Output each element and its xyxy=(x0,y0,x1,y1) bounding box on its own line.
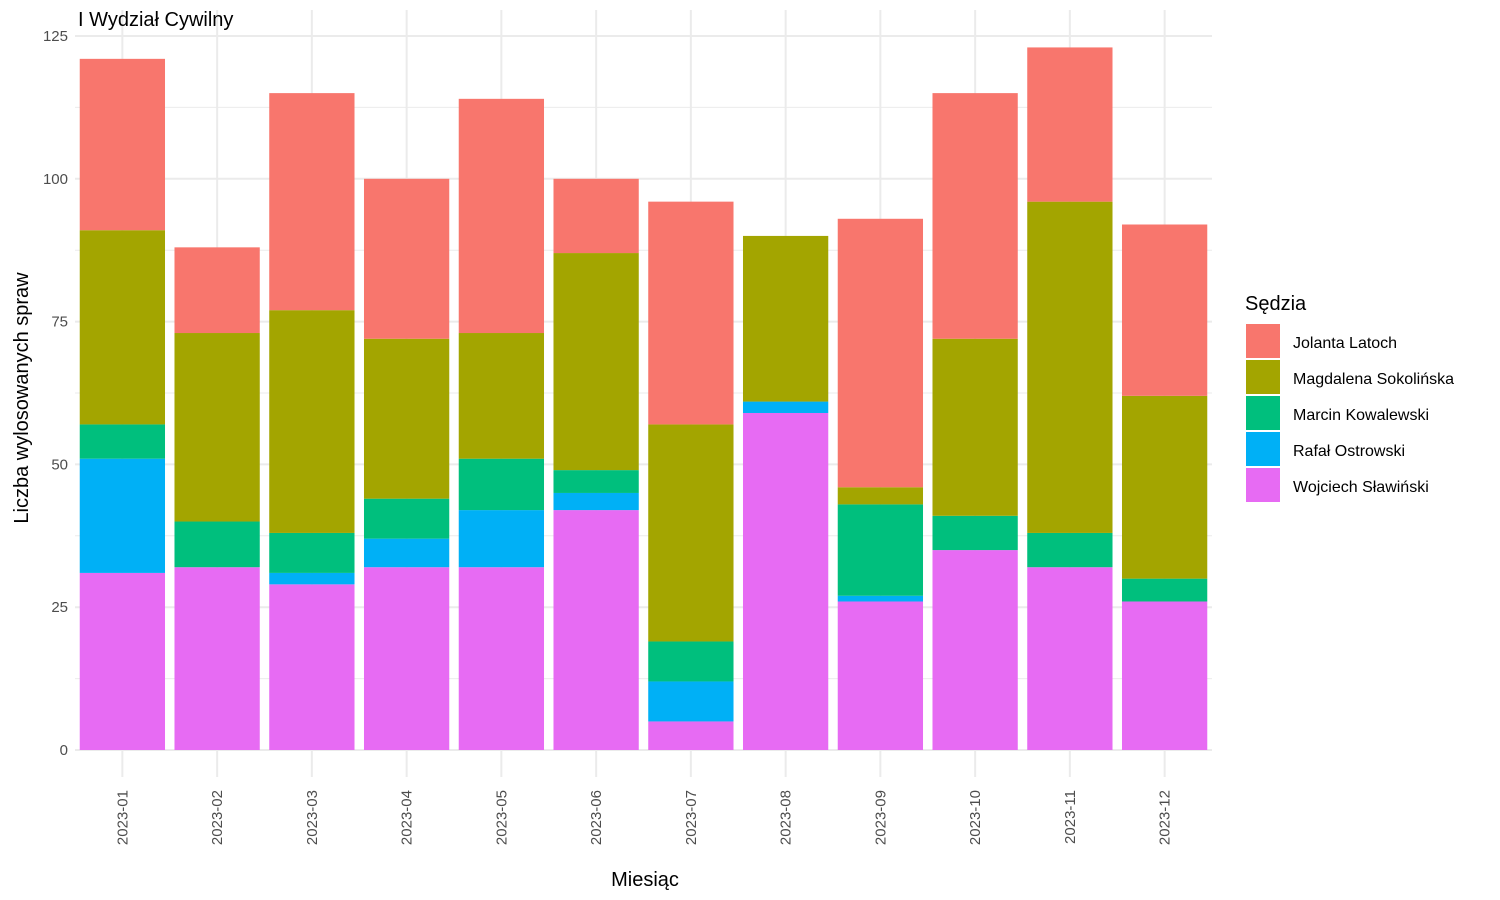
bar-segment xyxy=(742,235,829,402)
x-tick-label: 2023-03 xyxy=(304,790,321,845)
bar-segment xyxy=(269,532,355,573)
x-tick-label: 2023-07 xyxy=(683,790,700,845)
y-tick-label: 125 xyxy=(43,28,68,45)
bar-segment xyxy=(363,498,450,539)
bar-segment xyxy=(742,412,829,750)
x-tick-label: 2023-02 xyxy=(209,790,226,845)
bar-segment xyxy=(1027,532,1113,568)
bar-segment xyxy=(458,510,545,568)
bars xyxy=(79,47,1208,750)
x-tick-label: 2023-08 xyxy=(778,790,795,845)
bar-segment xyxy=(553,492,639,511)
bar-segment xyxy=(458,567,545,750)
bar-segment xyxy=(1027,201,1113,533)
bar-segment xyxy=(174,333,260,522)
y-axis-title: Liczba wylosowanych spraw xyxy=(11,272,33,524)
bar-segment xyxy=(837,487,924,505)
bar-segment xyxy=(837,504,924,596)
x-tick-label: 2023-10 xyxy=(967,790,984,845)
legend-label: Rafał Ostrowski xyxy=(1293,443,1405,460)
x-tick-label: 2023-11 xyxy=(1062,790,1079,844)
legend-label: Magdalena Sokolińska xyxy=(1293,371,1454,388)
legend-label: Marcin Kowalewski xyxy=(1293,407,1429,424)
x-tick-label: 2023-06 xyxy=(588,790,605,845)
x-tick-label: 2023-01 xyxy=(114,790,131,845)
bar-segment xyxy=(79,424,166,459)
bar-segment xyxy=(1121,578,1208,602)
bar-segment xyxy=(648,641,734,682)
bar-segment xyxy=(837,601,924,750)
bar-segment xyxy=(553,470,639,493)
bar-segment xyxy=(174,521,260,568)
bar-segment xyxy=(837,218,924,488)
legend-swatch xyxy=(1246,468,1280,502)
bar-segment xyxy=(458,333,545,459)
bar-segment xyxy=(1121,395,1208,579)
bar-segment xyxy=(837,595,924,602)
legend-swatch xyxy=(1246,396,1280,430)
bar-segment xyxy=(553,253,639,471)
y-tick-label: 0 xyxy=(60,742,68,759)
bar-segment xyxy=(79,230,166,425)
bar-segment xyxy=(648,681,734,722)
legend-swatch xyxy=(1246,432,1280,466)
bar-segment xyxy=(174,247,260,334)
bar-segment xyxy=(742,401,829,413)
bar-segment xyxy=(363,567,450,750)
bar-segment xyxy=(79,458,166,573)
x-tick-label: 2023-12 xyxy=(1157,790,1174,845)
bar-segment xyxy=(553,178,639,254)
bar-segment xyxy=(648,201,734,425)
x-axis-title: Miesiąc xyxy=(611,869,679,891)
bar-segment xyxy=(174,567,260,750)
bar-segment xyxy=(648,721,734,750)
legend: Sędzia Jolanta Latoch Magdalena Sokolińsk… xyxy=(1245,293,1454,502)
legend-swatch xyxy=(1246,360,1280,394)
bar-segment xyxy=(269,310,355,533)
y-tick-label: 50 xyxy=(51,456,68,473)
y-axis-ticks: 0 25 50 75 100 125 xyxy=(43,28,68,759)
bar-segment xyxy=(1121,224,1208,396)
bar-segment xyxy=(1027,47,1113,202)
x-tick-label: 2023-09 xyxy=(872,790,889,845)
bar-segment xyxy=(458,98,545,334)
chart-title: I Wydział Cywilny xyxy=(78,9,233,31)
y-tick-label: 25 xyxy=(51,599,68,616)
legend-label: Wojciech Sławiński xyxy=(1293,479,1429,496)
bar-segment xyxy=(269,572,355,585)
bar-segment xyxy=(363,178,450,339)
legend-title: Sędzia xyxy=(1245,293,1307,315)
bar-segment xyxy=(932,338,1018,516)
bar-segment xyxy=(269,93,355,311)
bar-segment xyxy=(458,458,545,511)
bar-segment xyxy=(363,338,450,499)
x-tick-label: 2023-04 xyxy=(399,790,416,845)
x-tick-label: 2023-05 xyxy=(493,790,510,845)
bar-segment xyxy=(1027,567,1113,750)
y-tick-label: 100 xyxy=(43,171,68,188)
bar-segment xyxy=(363,538,450,568)
legend-label: Jolanta Latoch xyxy=(1293,335,1397,352)
bar-segment xyxy=(932,93,1018,339)
bar-segment xyxy=(1121,601,1208,750)
bar-segment xyxy=(79,58,166,231)
bar-segment xyxy=(79,572,166,750)
bar-segment xyxy=(553,510,639,750)
bar-segment xyxy=(269,584,355,750)
legend-swatch xyxy=(1246,324,1280,358)
bar-segment xyxy=(648,424,734,642)
y-tick-label: 75 xyxy=(51,314,68,331)
bar-segment xyxy=(932,550,1018,750)
bar-segment xyxy=(932,515,1018,551)
x-axis-ticks: 2023-01 2023-02 2023-03 2023-04 2023-05 2023-… xyxy=(114,790,1173,845)
